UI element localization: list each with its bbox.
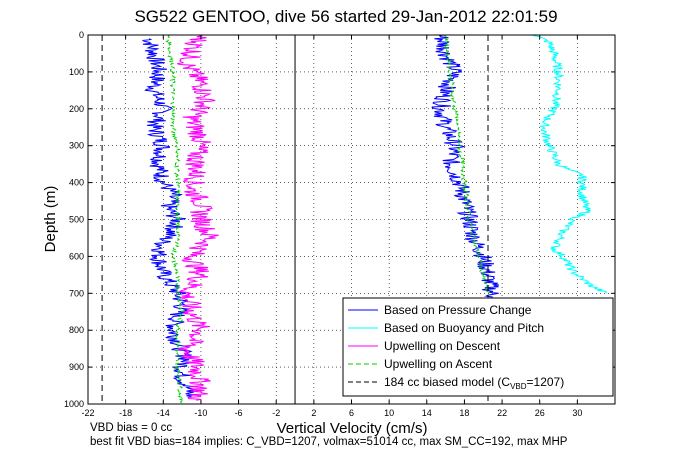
series-2 — [177, 34, 219, 401]
x-tick-label: -6 — [235, 408, 243, 418]
y-tick-label: 100 — [69, 67, 84, 77]
y-axis-label: Depth (m) — [42, 186, 59, 253]
grid-lines — [88, 35, 615, 404]
x-tick-label: 22 — [497, 408, 507, 418]
y-tick-label: 600 — [69, 251, 84, 261]
y-tick-label: 500 — [69, 215, 84, 225]
x-axis-ticks: -22 -18 -14 -10 -6 -2 2 6 10 14 18 22 26 30 — [81, 35, 582, 418]
vbd-bias-annotation: VBD bias = 0 cc — [90, 422, 172, 434]
series-layer — [101, 34, 607, 405]
legend-item-2: Upwelling on Descent — [348, 339, 501, 353]
series-3-line-1 — [442, 34, 491, 294]
chart-title: SG522 GENTOO, dive 56 started 29-Jan-201… — [134, 7, 557, 26]
x-tick-label: 2 — [311, 408, 316, 418]
y-tick-label: 0 — [79, 30, 84, 40]
series-0-line-0 — [142, 38, 197, 398]
series-3-line-0 — [165, 34, 186, 405]
y-tick-label: 700 — [69, 288, 84, 298]
y-tick-label: 800 — [69, 325, 84, 335]
x-tick-label: -10 — [194, 408, 207, 418]
y-tick-label: 400 — [69, 178, 84, 188]
y-tick-label: 200 — [69, 104, 84, 114]
legend-label: Upwelling on Descent — [384, 339, 501, 353]
legend-label: Based on Buoyancy and Pitch — [384, 321, 544, 335]
y-tick-label: 1000 — [64, 399, 84, 409]
legend-items: Based on Pressure Change Based on Buoyanc… — [348, 303, 564, 391]
x-axis-label: Vertical Velocity (cm/s) — [277, 420, 428, 437]
legend-label: Based on Pressure Change — [384, 303, 532, 317]
legend-label-tail: =1207) — [527, 375, 565, 389]
legend-box — [342, 297, 614, 397]
legend-label-main: Upwelling on Ascent — [384, 357, 493, 371]
x-tick-label: 6 — [349, 408, 354, 418]
legend-item-4: 184 cc biased model (CVBD=1207) — [348, 375, 564, 391]
x-tick-label: 26 — [535, 408, 545, 418]
legend-label-main: Based on Pressure Change — [384, 303, 532, 317]
series-4 — [101, 35, 489, 404]
x-tick-label: -22 — [81, 408, 94, 418]
legend-item-1: Based on Buoyancy and Pitch — [348, 321, 544, 335]
legend-label-main: 184 cc biased model (C — [384, 375, 510, 389]
legend: Based on Pressure Change Based on Buoyanc… — [342, 297, 614, 397]
series-2-line-0 — [177, 34, 219, 401]
series-3 — [165, 34, 491, 405]
legend-label: 184 cc biased model (CVBD=1207) — [384, 375, 564, 391]
x-tick-label: -2 — [272, 408, 280, 418]
y-tick-label: 300 — [69, 141, 84, 151]
y-axis-ticks: 0 100 200 300 400 500 600 700 800 900 1000 — [64, 30, 615, 409]
best-fit-annotation: best fit VBD bias=184 implies: C_VBD=120… — [90, 436, 568, 448]
x-tick-label: 18 — [459, 408, 469, 418]
y-tick-label: 900 — [69, 362, 84, 372]
x-tick-label: -18 — [119, 408, 132, 418]
x-tick-label: 30 — [572, 408, 582, 418]
x-tick-label: -14 — [157, 408, 170, 418]
legend-label-main: Based on Buoyancy and Pitch — [384, 321, 544, 335]
legend-label-main: Upwelling on Descent — [384, 339, 501, 353]
legend-label: Upwelling on Ascent — [384, 357, 493, 371]
series-1-line-0 — [531, 34, 607, 294]
x-tick-label: 14 — [422, 408, 432, 418]
legend-item-0: Based on Pressure Change — [348, 303, 532, 317]
legend-item-3: Upwelling on Ascent — [348, 357, 493, 371]
x-tick-label: 10 — [384, 408, 394, 418]
legend-label-subscript: VBD — [510, 382, 527, 391]
series-1 — [531, 34, 607, 294]
